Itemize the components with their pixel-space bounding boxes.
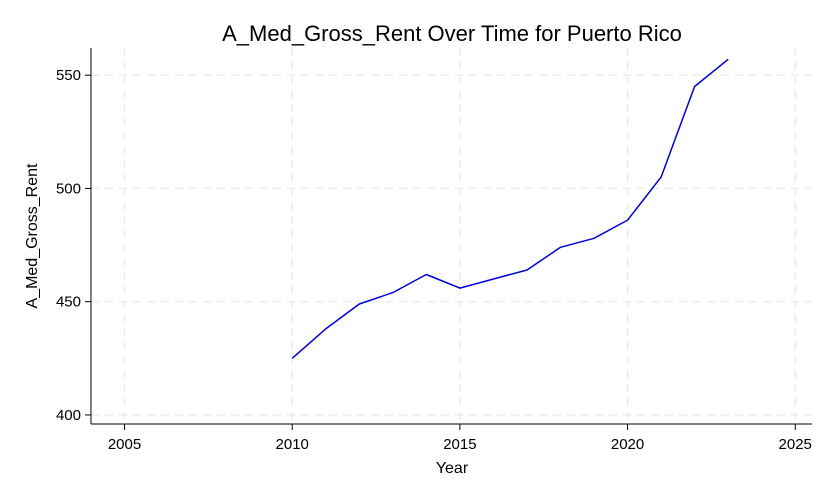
series bbox=[291, 58, 729, 359]
grid bbox=[91, 48, 812, 424]
y-tick-label-550: 550 bbox=[56, 67, 81, 84]
x-tick-label-2010: 2010 bbox=[276, 436, 309, 453]
y-tick-label-400: 400 bbox=[56, 407, 81, 424]
series-line-0 bbox=[291, 58, 729, 359]
chart-title: A_Med_Gross_Rent Over Time for Puerto Ri… bbox=[222, 21, 682, 46]
x-tick-label-2020: 2020 bbox=[611, 436, 644, 453]
x-axis-label: Year bbox=[436, 460, 469, 477]
y-tick-label-450: 450 bbox=[56, 294, 81, 311]
y-axis-label: A_Med_Gross_Rent bbox=[24, 163, 41, 309]
axes bbox=[90, 48, 812, 425]
x-tick-label-2015: 2015 bbox=[443, 436, 476, 453]
x-tick-label-2025: 2025 bbox=[779, 436, 812, 453]
y-tick-label-500: 500 bbox=[56, 180, 81, 197]
x-tick-label-2005: 2005 bbox=[108, 436, 141, 453]
ticks: 2005 2010 2015 2020 2025 400 450 500 550 bbox=[56, 67, 812, 453]
